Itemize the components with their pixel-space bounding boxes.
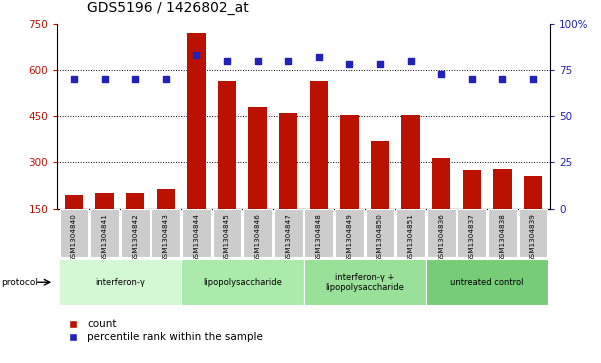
Text: GSM1304848: GSM1304848 bbox=[316, 213, 322, 261]
Legend: count, percentile rank within the sample: count, percentile rank within the sample bbox=[63, 319, 263, 342]
Bar bbox=[310, 81, 328, 209]
Point bbox=[436, 71, 446, 77]
Point bbox=[344, 61, 354, 67]
Text: lipopolysaccharide: lipopolysaccharide bbox=[203, 278, 282, 287]
Text: GSM1304839: GSM1304839 bbox=[530, 213, 536, 261]
Bar bbox=[463, 170, 481, 209]
Text: GSM1304842: GSM1304842 bbox=[132, 213, 138, 261]
Text: GSM1304843: GSM1304843 bbox=[163, 213, 169, 261]
Text: GSM1304847: GSM1304847 bbox=[285, 213, 291, 261]
Bar bbox=[524, 176, 542, 209]
Point bbox=[222, 58, 232, 64]
Text: GSM1304838: GSM1304838 bbox=[499, 213, 505, 261]
Point bbox=[100, 76, 109, 82]
Point bbox=[375, 61, 385, 67]
Bar bbox=[304, 259, 426, 305]
Point bbox=[69, 76, 79, 82]
Bar bbox=[65, 195, 83, 209]
Point bbox=[528, 76, 538, 82]
Text: GSM1304836: GSM1304836 bbox=[438, 213, 444, 261]
Bar bbox=[426, 259, 548, 305]
Text: GSM1304840: GSM1304840 bbox=[71, 213, 77, 261]
Bar bbox=[181, 259, 304, 305]
Bar bbox=[96, 193, 114, 209]
Bar bbox=[59, 209, 88, 257]
Bar bbox=[432, 158, 450, 209]
Point bbox=[130, 76, 140, 82]
Point bbox=[498, 76, 507, 82]
Point bbox=[284, 58, 293, 64]
Bar bbox=[427, 209, 456, 257]
Bar bbox=[126, 193, 144, 209]
Bar bbox=[90, 209, 119, 257]
Bar bbox=[248, 107, 267, 209]
Bar bbox=[218, 81, 236, 209]
Text: GSM1304846: GSM1304846 bbox=[255, 213, 261, 261]
Point bbox=[192, 52, 201, 58]
Bar bbox=[488, 209, 517, 257]
Text: GDS5196 / 1426802_at: GDS5196 / 1426802_at bbox=[87, 0, 249, 15]
Bar bbox=[151, 209, 180, 257]
Bar bbox=[519, 209, 548, 257]
Point bbox=[253, 58, 263, 64]
Bar bbox=[187, 33, 206, 209]
Bar bbox=[157, 189, 175, 209]
Bar bbox=[401, 115, 420, 209]
Text: GSM1304851: GSM1304851 bbox=[407, 213, 413, 261]
Text: GSM1304845: GSM1304845 bbox=[224, 213, 230, 261]
Text: GSM1304850: GSM1304850 bbox=[377, 213, 383, 261]
Bar bbox=[371, 141, 389, 209]
Point bbox=[467, 76, 477, 82]
Bar bbox=[182, 209, 211, 257]
Text: interferon-γ +
lipopolysaccharide: interferon-γ + lipopolysaccharide bbox=[325, 273, 404, 292]
Bar bbox=[305, 209, 333, 257]
Bar bbox=[335, 209, 364, 257]
Text: GSM1304841: GSM1304841 bbox=[102, 213, 108, 261]
Bar bbox=[365, 209, 394, 257]
Bar bbox=[121, 209, 150, 257]
Text: protocol: protocol bbox=[1, 278, 38, 287]
Bar bbox=[493, 169, 511, 209]
Bar bbox=[457, 209, 486, 257]
Point bbox=[314, 54, 323, 60]
Bar bbox=[396, 209, 425, 257]
Text: GSM1304849: GSM1304849 bbox=[346, 213, 352, 261]
Bar bbox=[243, 209, 272, 257]
Bar bbox=[340, 115, 359, 209]
Text: GSM1304837: GSM1304837 bbox=[469, 213, 475, 261]
Bar bbox=[279, 113, 297, 209]
Bar bbox=[59, 259, 181, 305]
Bar bbox=[213, 209, 242, 257]
Point bbox=[406, 58, 415, 64]
Text: interferon-γ: interferon-γ bbox=[95, 278, 145, 287]
Text: untreated control: untreated control bbox=[450, 278, 524, 287]
Point bbox=[161, 76, 171, 82]
Bar bbox=[274, 209, 302, 257]
Text: GSM1304844: GSM1304844 bbox=[194, 213, 200, 261]
